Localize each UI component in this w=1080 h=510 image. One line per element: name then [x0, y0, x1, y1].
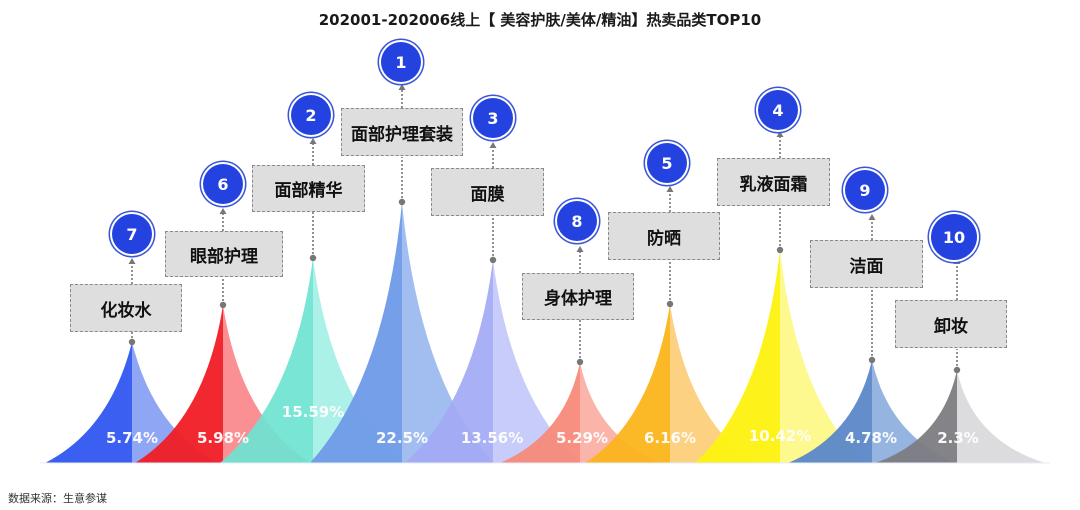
value-label-body-care: 5.29% [555, 429, 609, 447]
value-label-cleanser: 4.78% [844, 429, 898, 447]
value-label-face-essence: 15.59% [281, 403, 345, 421]
value-label-face-mask: 13.56% [460, 429, 524, 447]
category-label-face-care-set: 面部护理套装 [341, 108, 463, 156]
value-label-eye-care: 5.98% [196, 429, 250, 447]
peak-10 [875, 370, 1045, 463]
rank-badge-4: 4 [758, 90, 798, 130]
rank-badge-7: 7 [112, 214, 152, 254]
category-label-emulsion-cream: 乳液面霜 [717, 158, 830, 206]
value-label-sunscreen: 6.16% [643, 429, 697, 447]
rank-badge-3: 3 [473, 98, 513, 138]
rank-badge-9: 9 [845, 170, 885, 210]
category-label-makeup-remover: 卸妆 [895, 300, 1007, 348]
peak-6 [135, 305, 311, 463]
peak-2 [220, 258, 406, 463]
peak-9 [788, 360, 956, 463]
category-label-face-mask: 面膜 [431, 168, 544, 216]
value-label-emulsion-cream: 10.42% [748, 427, 812, 445]
connector-dots [128, 198, 961, 374]
peak-1 [310, 202, 494, 463]
peak-8 [500, 362, 660, 463]
peak-7 [45, 342, 219, 463]
chart-title: 202001-202006线上【 美容护肤/美体/精油】热卖品类TOP10 [318, 11, 762, 29]
value-label-lotion: 5.74% [105, 429, 159, 447]
rank-badge-6: 6 [203, 164, 243, 204]
rank-badge-2: 2 [291, 95, 331, 135]
rank-badge-8: 8 [557, 201, 597, 241]
connector-arrows [128, 84, 961, 264]
peak-4 [695, 250, 865, 463]
connector-lines [131, 88, 958, 370]
rank-badge-5: 5 [647, 143, 687, 183]
category-label-sunscreen: 防晒 [608, 212, 720, 260]
peak-3 [405, 260, 581, 463]
value-label-face-care-set: 22.5% [375, 429, 429, 447]
category-label-face-essence: 面部精华 [252, 165, 365, 212]
rank-badge-1: 1 [381, 42, 421, 82]
value-label-makeup-remover: 2.3% [937, 429, 979, 447]
rank-badge-10: 10 [931, 214, 977, 260]
category-label-cleanser: 洁面 [810, 240, 923, 288]
peak-5 [585, 304, 755, 463]
category-label-body-care: 身体护理 [522, 273, 634, 320]
category-label-eye-care: 眼部护理 [165, 231, 283, 277]
category-label-lotion: 化妆水 [70, 284, 182, 332]
data-source-note: 数据来源：生意参谋 [8, 492, 107, 505]
